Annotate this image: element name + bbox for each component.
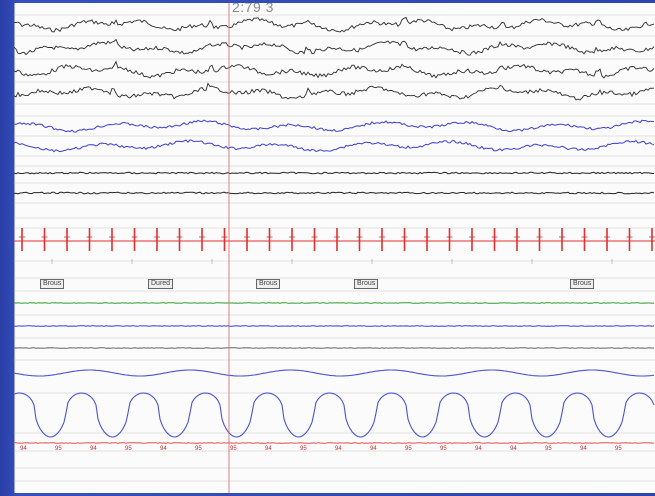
chin-emg-trace <box>14 171 654 175</box>
spo2-value: 94 <box>20 446 27 452</box>
eeg-2-trace <box>14 38 655 56</box>
spo2-value: 95 <box>615 446 622 452</box>
spo2-value: 95 <box>440 446 447 452</box>
eeg-4-trace <box>14 82 655 101</box>
spo2-value: 95 <box>300 446 307 452</box>
spo2-value: 95 <box>195 446 202 452</box>
eeg-3-trace <box>14 60 655 79</box>
spo2-value: 94 <box>335 446 342 452</box>
spo2-value: 94 <box>265 446 272 452</box>
event-label[interactable]: Dured <box>148 279 174 289</box>
snore-trace <box>14 302 655 304</box>
spo2-value: 94 <box>370 446 377 452</box>
spo2-trace <box>14 442 655 444</box>
spo2-value: 94 <box>510 446 517 452</box>
spo2-value: 94 <box>475 446 482 452</box>
eog-left-trace <box>14 119 654 133</box>
spo2-value: 94 <box>90 446 97 452</box>
cursor-time-readout: 2:79 3 <box>232 3 274 15</box>
spo2-value: 95 <box>405 446 412 452</box>
event-label[interactable]: Brous <box>354 279 379 289</box>
abdomen-trace <box>14 392 655 438</box>
spo2-value: 95 <box>545 446 552 452</box>
airflow-trace <box>14 347 655 349</box>
polysomnography-viewer[interactable]: 2:79 3 Brous Dured Brous Brous Brous 94 95 94 9… <box>14 3 655 493</box>
spo2-value: 94 <box>160 446 167 452</box>
eog-right-trace <box>14 139 655 153</box>
thorax-trace <box>14 369 655 377</box>
event-label[interactable]: Brous <box>570 279 595 289</box>
spo2-value: 94 <box>580 446 587 452</box>
signal-traces <box>14 3 655 493</box>
spo2-value: 95 <box>55 446 62 452</box>
spo2-value: 95 <box>125 446 132 452</box>
spo2-value: 95 <box>230 446 237 452</box>
event-label[interactable]: Brous <box>256 279 281 289</box>
event-label[interactable]: Brous <box>40 279 65 289</box>
position-trace <box>14 325 655 327</box>
leg-emg-trace <box>14 191 655 195</box>
eeg-1-trace <box>14 16 655 33</box>
